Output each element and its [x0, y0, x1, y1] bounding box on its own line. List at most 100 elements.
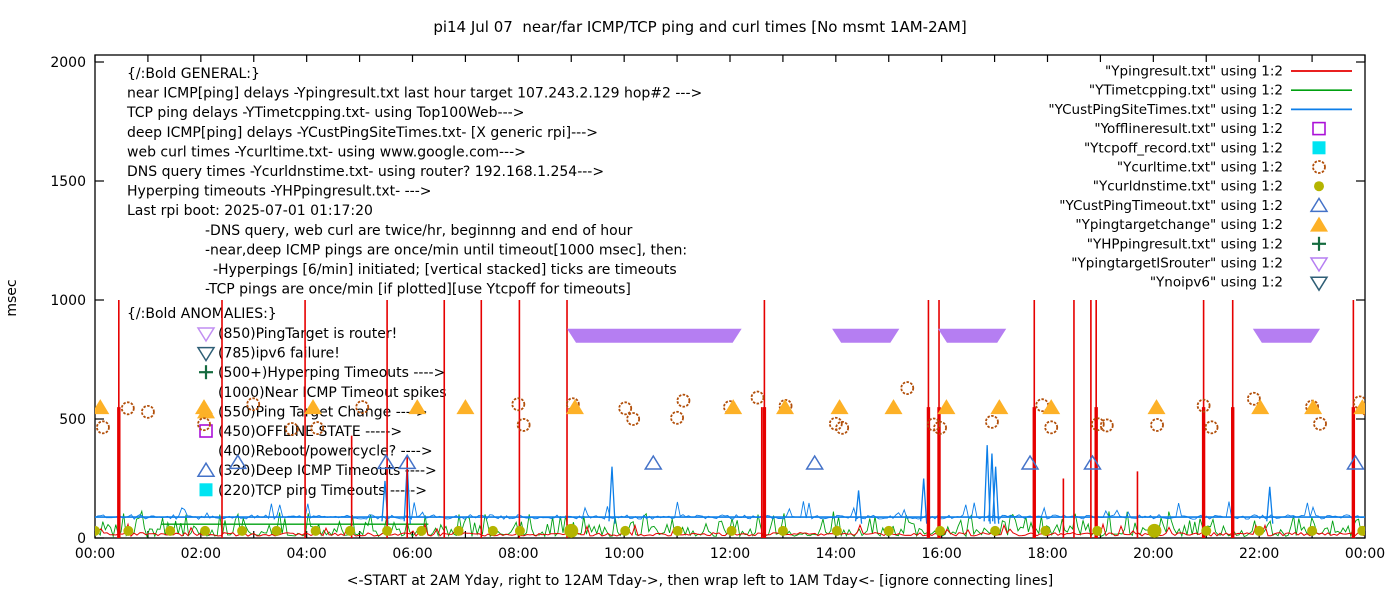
open-square-marker — [1312, 121, 1326, 136]
filled-circle-marker — [990, 525, 1001, 536]
general-annotation-line: deep ICMP[ping] delays -YCustPingSiteTim… — [127, 125, 598, 141]
legend-label: "YCustPingSiteTimes.txt" using 1:2 — [1048, 102, 1283, 118]
open-circle-marker — [1150, 418, 1164, 432]
deep-icmp-spike — [991, 466, 1000, 524]
general-annotation-line: {/:Bold GENERAL:} — [127, 66, 260, 82]
x-tick-label: 10:00 — [604, 546, 644, 562]
filled-circle-marker — [200, 525, 211, 536]
y-tick-label: 1000 — [50, 293, 86, 309]
filled-circle-marker — [123, 525, 134, 536]
filled-circle-marker — [271, 525, 282, 536]
open-circle-marker — [96, 420, 110, 435]
filled-circle-marker — [777, 525, 788, 536]
open-triangle-up-marker — [397, 453, 417, 470]
open-triangle-up-marker — [376, 453, 396, 470]
x-tick-label: 00:00 — [75, 546, 115, 562]
general-annotation-line: web curl times -Ycurltime.txt- using www… — [127, 144, 526, 160]
legend-label: "Ycurldnstime.txt" using 1:2 — [1093, 179, 1283, 195]
filled-square-marker — [1312, 141, 1326, 155]
open-circle-marker — [750, 390, 765, 405]
filled-circle-marker — [726, 525, 737, 536]
filled-circle-marker — [1092, 525, 1103, 536]
filled-triangle-up-marker — [724, 399, 743, 415]
open-circle-marker — [197, 417, 211, 432]
x-axis-label: <-START at 2AM Yday, right to 12AM Tday-… — [346, 573, 1054, 589]
filled-circle-marker — [672, 525, 683, 536]
open-triangle-down-marker — [196, 346, 216, 363]
general-annotation-line: -near,deep ICMP pings are once/min until… — [205, 242, 687, 258]
open-circle-marker — [511, 397, 526, 412]
filled-square-marker — [199, 483, 213, 497]
filled-circle-marker — [310, 525, 321, 536]
filled-circle-marker — [564, 523, 579, 538]
filled-triangle-up-marker — [776, 399, 795, 415]
open-circle-marker — [626, 412, 641, 426]
filled-triangle-up-marker — [408, 399, 427, 415]
anomaly-annotation-line: (450)OFFLINE STATE -----> — [218, 424, 402, 440]
plot-data — [95, 300, 1365, 539]
deep-icmp-spike — [854, 490, 863, 524]
y-tick-label: 500 — [59, 412, 86, 428]
anomaly-annotation-line: (785)ipv6 failure! — [218, 346, 340, 362]
filled-circle-marker — [487, 525, 498, 536]
anomaly-annotation-line: (220)TCP ping Timeouts -----> — [218, 483, 427, 499]
filled-circle-marker — [1254, 525, 1265, 536]
legend-label: "Yofflineresult.txt" using 1:2 — [1094, 121, 1283, 137]
x-tick-label: 08:00 — [498, 546, 538, 562]
open-triangle-up-marker — [643, 454, 663, 470]
x-tick-label: 14:00 — [816, 546, 856, 562]
filled-circle-marker — [1314, 181, 1324, 192]
open-circle-marker — [676, 393, 691, 408]
open-triangle-up-marker — [1346, 454, 1365, 470]
legend-label: "YCustPingTimeout.txt" using 1:2 — [1059, 198, 1283, 214]
open-circle-marker — [1246, 391, 1261, 406]
open-circle-marker — [985, 414, 999, 429]
general-annotation-line: DNS query times -Ycurldnstime.txt- using… — [127, 164, 604, 180]
legend-label: "YHPpingresult.txt" using 1:2 — [1087, 236, 1283, 252]
filled-triangle-up-marker — [95, 399, 110, 415]
filled-circle-marker — [95, 525, 100, 536]
filled-triangle-up-marker — [1042, 399, 1061, 415]
anomaly-annotation-line: (320)Deep ICMP Timeouts ----> — [218, 463, 437, 479]
filled-circle-marker — [165, 525, 176, 536]
ping-target-is-router-band — [567, 328, 742, 343]
open-triangle-up-marker — [196, 461, 216, 477]
open-circle-marker — [670, 410, 684, 425]
deep-icmp-spike — [608, 466, 616, 524]
open-triangle-up-marker — [228, 453, 248, 470]
general-annotation-line: -Hyperpings [6/min] initiated; [vertical… — [213, 262, 677, 278]
legend-label: "YTimetcpping.txt" using 1:2 — [1089, 83, 1283, 99]
filled-triangle-up-marker — [1353, 399, 1365, 415]
anomaly-annotation-line: (400)Reboot/powercycle? ----> — [218, 444, 433, 460]
ping-target-is-router-band — [832, 328, 900, 343]
filled-triangle-up-marker — [884, 399, 903, 415]
y-tick-label: 2000 — [50, 55, 86, 71]
open-triangle-up-marker — [1083, 454, 1102, 470]
open-triangle-up-marker — [1309, 196, 1329, 213]
open-circle-marker — [284, 422, 299, 436]
y-tick-label: 1500 — [50, 174, 86, 190]
legend-label: "YpingtargetISrouter" using 1:2 — [1071, 256, 1283, 272]
filled-circle-marker — [935, 525, 946, 536]
x-tick-label: 00:00 — [1345, 546, 1385, 562]
filled-triangle-up-marker — [195, 399, 214, 415]
general-annotation-line: Hyperping timeouts -YHPpingresult.txt- -… — [127, 184, 432, 200]
open-circle-marker — [933, 420, 947, 435]
deep-icmp-spike — [983, 445, 991, 524]
ping-target-is-router-band — [1252, 328, 1321, 343]
filled-circle-marker — [1201, 525, 1212, 536]
filled-circle-marker — [831, 525, 842, 536]
chart-title: pi14 Jul 07 near/far ICMP/TCP ping and c… — [433, 18, 967, 36]
filled-circle-marker — [1307, 525, 1318, 536]
filled-circle-marker — [1357, 525, 1365, 536]
filled-circle-marker — [453, 525, 464, 536]
filled-circle-marker — [514, 525, 525, 536]
filled-circle-marker — [382, 525, 393, 536]
open-circle-marker — [355, 400, 370, 415]
filled-circle-marker — [1040, 525, 1051, 536]
open-circle-marker — [1099, 418, 1114, 433]
filled-triangle-up-marker — [990, 399, 1009, 415]
general-annotation-line: -TCP pings are once/min [if plotted][use… — [205, 282, 631, 298]
open-circle-marker — [828, 416, 843, 431]
